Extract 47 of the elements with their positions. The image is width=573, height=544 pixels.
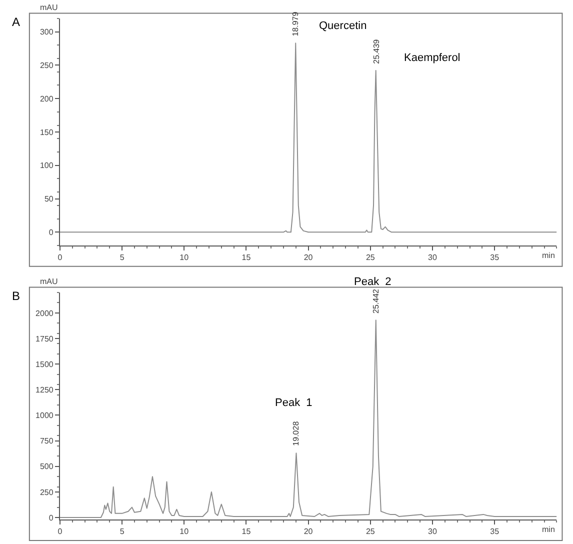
x-tick-label: 25 — [366, 527, 376, 536]
x-axis-title: min — [542, 525, 555, 534]
annotation: 25.439 — [372, 38, 381, 64]
x-tick-label: 0 — [58, 253, 63, 262]
text: Peak 2 — [354, 276, 392, 288]
x-tick-label: 10 — [180, 253, 190, 262]
x-tick-label: 10 — [180, 527, 190, 536]
y-tick-label: 50 — [44, 194, 54, 204]
y-tick-label: 500 — [40, 462, 54, 472]
y-tick-label: 0 — [48, 228, 54, 237]
y-tick-label: 300 — [40, 28, 54, 37]
x-tick-label: 30 — [428, 253, 438, 262]
text: A — [12, 15, 20, 29]
x-tick-label: 0 — [58, 527, 63, 536]
annotation: 18.979 — [290, 11, 300, 36]
x-tick-label: 20 — [304, 527, 314, 536]
y-axis-title: mAU — [40, 277, 58, 286]
y-axis-title: mAU — [40, 3, 58, 12]
y-tick-label: 750 — [40, 436, 54, 446]
y-tick-label: 100 — [40, 161, 54, 170]
annotation: 25.442 — [371, 288, 380, 314]
y-tick-label: 0 — [48, 513, 54, 522]
x-tick-label: 20 — [304, 253, 314, 262]
annotation: Kaempferol — [404, 52, 460, 64]
y-tick-label: 250 — [40, 60, 54, 70]
x-tick-label: 15 — [242, 253, 252, 262]
y-tick-label: 1750 — [36, 334, 54, 344]
x-tick-label: 30 — [428, 527, 438, 536]
y-tick-label: 250 — [40, 488, 54, 497]
x-tick-label: 15 — [242, 527, 252, 536]
x-tick-label: 35 — [490, 253, 500, 262]
y-tick-label: 2000 — [36, 308, 54, 318]
text: B — [12, 289, 20, 303]
x-tick-label: 35 — [490, 527, 500, 536]
y-tick-label: 200 — [40, 94, 54, 104]
annotation: Quercetin — [319, 20, 367, 32]
x-tick-label: 5 — [120, 253, 125, 262]
x-tick-label: 25 — [366, 253, 376, 262]
annotation: 19.028 — [292, 420, 301, 446]
x-tick-label: 5 — [120, 527, 125, 536]
line-series — [60, 320, 557, 518]
annotation: Peak 1 — [275, 397, 312, 409]
y-tick-label: 150 — [40, 128, 54, 137]
y-tick-label: 1500 — [36, 360, 54, 369]
y-tick-label: 1250 — [36, 385, 54, 394]
x-axis-title: min — [542, 251, 555, 260]
y-tick-label: 1000 — [36, 411, 54, 420]
